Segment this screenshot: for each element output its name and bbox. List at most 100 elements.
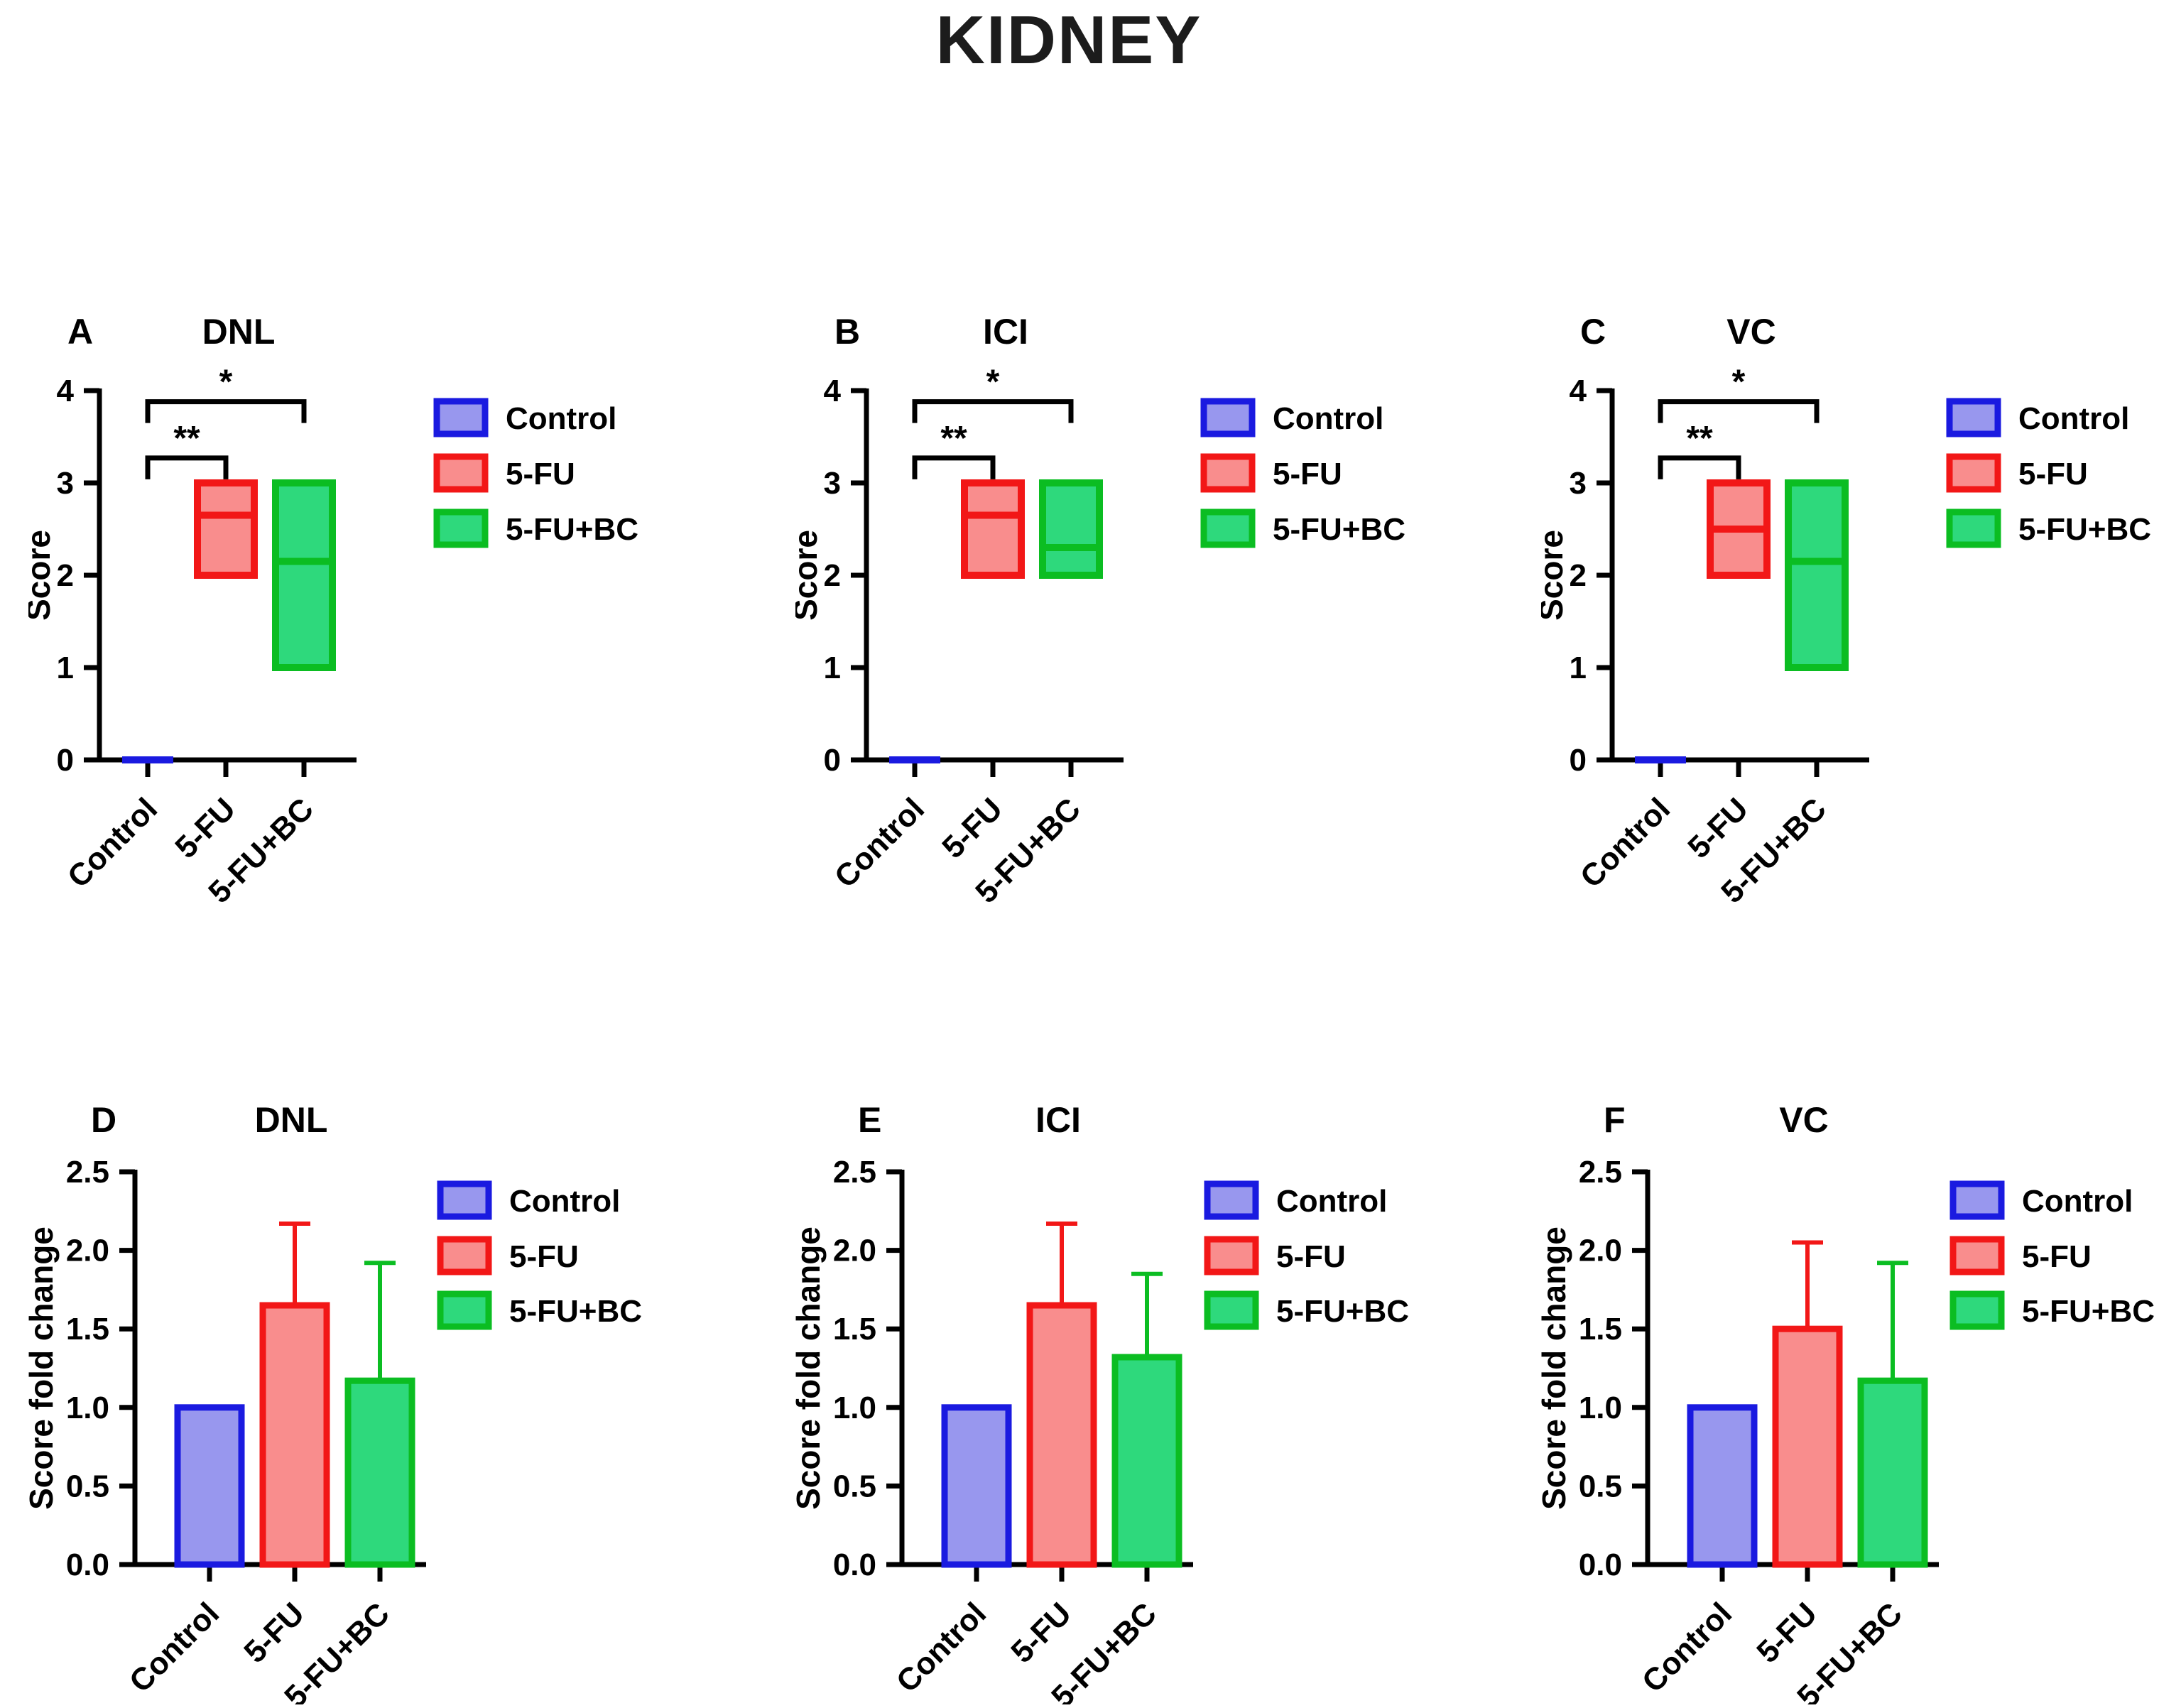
x-tick-label-group: Control bbox=[828, 791, 931, 894]
y-tick-label: 1.5 bbox=[1579, 1312, 1622, 1347]
x-tick-label: Control bbox=[1574, 791, 1677, 894]
y-tick-label: 2.0 bbox=[833, 1234, 876, 1268]
y-tick-label: 1.5 bbox=[66, 1312, 109, 1347]
panel-F: F VC 0.0 0.5 1.0 1.5 2.0 2.5 Control 5-FU 5-FU+BC S… bbox=[1535, 1087, 2159, 1708]
panel-letter: E bbox=[858, 1100, 881, 1140]
floating-bar-fubc bbox=[1039, 479, 1103, 579]
legend-label-fu: 5-FU bbox=[2022, 1239, 2092, 1274]
y-tick-label: 0.5 bbox=[66, 1469, 109, 1503]
legend-swatch-fubc bbox=[1204, 1290, 1259, 1330]
panel-title: DNL bbox=[255, 1100, 328, 1140]
y-tick-label: 2 bbox=[57, 558, 74, 593]
y-axis-title: Score fold change bbox=[1541, 1226, 1572, 1510]
legend-swatch-fubc bbox=[1949, 1290, 2005, 1330]
y-axis-title: Score fold change bbox=[795, 1226, 827, 1510]
legend-swatch-fu bbox=[1946, 453, 2001, 493]
panel-E: E ICI 0.0 0.5 1.0 1.5 2.0 2.5 Control 5-FU 5-FU+BC… bbox=[790, 1087, 1413, 1708]
legend-label-fubc: 5-FU+BC bbox=[509, 1294, 642, 1329]
legend-label-control: Control bbox=[1276, 1184, 1387, 1219]
y-tick-label: 1 bbox=[57, 651, 74, 685]
y-tick-label: 0.0 bbox=[1579, 1547, 1622, 1582]
y-axis-title-group: Score fold change bbox=[23, 1226, 60, 1510]
x-tick-label-group: 5-FU bbox=[935, 791, 1009, 865]
y-tick-label: 1 bbox=[824, 651, 841, 685]
significance-bracket bbox=[912, 399, 1074, 423]
panel-letter: C bbox=[1580, 312, 1606, 352]
legend-swatch-fu bbox=[1200, 453, 1256, 493]
bar-fubc bbox=[1857, 1377, 1928, 1568]
x-tick-label-group: 5-FU bbox=[1681, 791, 1755, 865]
legend-swatch-control bbox=[1200, 398, 1256, 437]
floating-bar-fubc bbox=[1785, 479, 1849, 671]
y-axis-title-group: Score bbox=[1533, 530, 1570, 621]
x-tick-label-group: 5-FU bbox=[168, 791, 242, 865]
legend-swatch-control bbox=[1949, 1180, 2005, 1220]
floating-bar-fu bbox=[194, 479, 258, 579]
legend-label-control: Control bbox=[509, 1184, 620, 1219]
panel-A: A DNL 0 1 2 3 4 Control 5-FU 5-FU+BC Score ** * Contr… bbox=[20, 298, 646, 1083]
y-axis-title: Score bbox=[795, 530, 824, 621]
floating-bar-fu bbox=[961, 479, 1025, 579]
significance-bracket bbox=[145, 455, 229, 479]
x-tick-label-group: Control bbox=[1574, 791, 1677, 894]
figure-title: KIDNEY bbox=[935, 2, 1202, 78]
y-tick-label: 2 bbox=[824, 558, 841, 593]
panel-title: ICI bbox=[1035, 1100, 1081, 1140]
y-tick-label: 2.5 bbox=[1579, 1155, 1622, 1190]
panel-title: VC bbox=[1779, 1100, 1828, 1140]
panel-D: D DNL 0.0 0.5 1.0 1.5 2.0 2.5 Control 5-FU 5-FU+BC… bbox=[23, 1087, 646, 1708]
legend-label-control: Control bbox=[2018, 401, 2129, 436]
y-tick-label: 4 bbox=[57, 374, 75, 408]
legend-label-fu: 5-FU bbox=[509, 1239, 579, 1274]
y-tick-label: 3 bbox=[1570, 466, 1587, 501]
y-axis-title-group: Score fold change bbox=[790, 1226, 827, 1510]
x-tick-label: 5-FU bbox=[1681, 791, 1755, 865]
legend-label-fubc: 5-FU+BC bbox=[1273, 512, 1405, 547]
y-tick-label: 1.0 bbox=[1579, 1391, 1622, 1425]
legend-swatch-fu bbox=[1949, 1236, 2005, 1275]
bar-fu bbox=[1772, 1325, 1843, 1568]
floating-bar-fubc bbox=[272, 479, 336, 671]
y-tick-label: 0.0 bbox=[66, 1547, 109, 1582]
legend-swatch-fu bbox=[437, 1236, 492, 1275]
significance-label: ** bbox=[1686, 420, 1713, 457]
y-axis-title-group: Score bbox=[20, 530, 57, 621]
legend-swatch-control bbox=[433, 398, 489, 437]
significance-label: ** bbox=[940, 420, 967, 457]
x-tick-label: Control bbox=[123, 1596, 226, 1699]
bar-fu bbox=[1026, 1302, 1097, 1568]
y-tick-label: 0 bbox=[824, 743, 841, 778]
x-tick-label-group: 5-FU bbox=[1004, 1596, 1078, 1670]
significance-label: * bbox=[986, 364, 1000, 401]
legend-label-control: Control bbox=[1273, 401, 1383, 436]
significance-label: ** bbox=[173, 420, 200, 457]
y-tick-label: 2.5 bbox=[66, 1155, 109, 1190]
panel-letter: F bbox=[1604, 1100, 1626, 1140]
y-axis-title-group: Score fold change bbox=[1535, 1226, 1572, 1510]
legend-swatch-fubc bbox=[1200, 508, 1256, 548]
panel-B: B ICI 0 1 2 3 4 Control 5-FU 5-FU+BC Score ** * Contr… bbox=[787, 298, 1413, 1083]
y-tick-label: 0 bbox=[57, 743, 74, 778]
y-tick-label: 1 bbox=[1570, 651, 1587, 685]
y-tick-label: 0 bbox=[1570, 743, 1587, 778]
y-axis-title-group: Score bbox=[787, 530, 824, 621]
y-tick-label: 2 bbox=[1570, 558, 1587, 593]
floating-bar-control bbox=[1635, 756, 1686, 763]
panel-title: VC bbox=[1726, 312, 1775, 352]
significance-label: * bbox=[219, 364, 233, 401]
y-tick-label: 4 bbox=[824, 374, 842, 408]
y-axis-title: Score bbox=[1541, 530, 1570, 621]
legend-label-fu: 5-FU bbox=[506, 457, 575, 491]
x-tick-label-group: 5-FU bbox=[1750, 1596, 1824, 1670]
x-tick-label-group: 5-FU bbox=[237, 1596, 311, 1670]
legend-swatch-fubc bbox=[1946, 508, 2001, 548]
y-tick-label: 3 bbox=[57, 466, 74, 501]
y-tick-label: 4 bbox=[1570, 374, 1587, 408]
significance-label: * bbox=[1732, 364, 1746, 401]
panel-title: DNL bbox=[202, 312, 276, 352]
significance-bracket bbox=[1658, 455, 1741, 479]
x-tick-label: Control bbox=[61, 791, 164, 894]
y-axis-title: Score bbox=[28, 530, 57, 621]
